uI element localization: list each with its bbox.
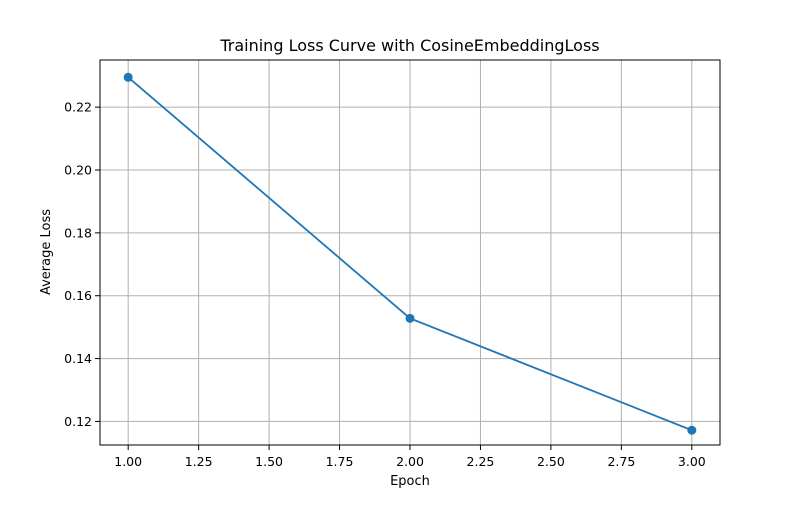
- y-axis-ticks: 0.12 0.14 0.16 0.18 0.20 0.22: [64, 100, 100, 429]
- x-tick-label: 1.25: [185, 454, 213, 469]
- y-axis-label: Average Loss: [39, 209, 54, 295]
- x-tick-label: 1.75: [326, 454, 354, 469]
- data-point: [123, 72, 133, 82]
- x-tick-label: 2.00: [396, 454, 424, 469]
- grid-lines: [100, 60, 720, 445]
- x-tick-label: 2.25: [467, 454, 495, 469]
- x-tick-label: 1.50: [255, 454, 283, 469]
- x-tick-label: 3.00: [678, 454, 706, 469]
- data-point: [687, 425, 697, 435]
- y-tick-label: 0.16: [64, 288, 92, 303]
- y-tick-label: 0.22: [64, 100, 92, 115]
- chart-title: Training Loss Curve with CosineEmbedding…: [219, 36, 599, 55]
- y-tick-label: 0.14: [64, 351, 92, 366]
- data-point: [405, 313, 415, 323]
- x-axis-label: Epoch: [390, 474, 430, 489]
- y-tick-label: 0.18: [64, 225, 92, 240]
- x-tick-label: 1.00: [114, 454, 142, 469]
- x-axis-ticks: 1.00 1.25 1.50 1.75 2.00 2.25 2.50 2.75 3.00: [114, 445, 706, 469]
- y-tick-label: 0.20: [64, 163, 92, 178]
- x-tick-label: 2.50: [537, 454, 565, 469]
- series-layer: [123, 72, 697, 435]
- y-tick-label: 0.12: [64, 414, 92, 429]
- x-tick-label: 2.75: [607, 454, 635, 469]
